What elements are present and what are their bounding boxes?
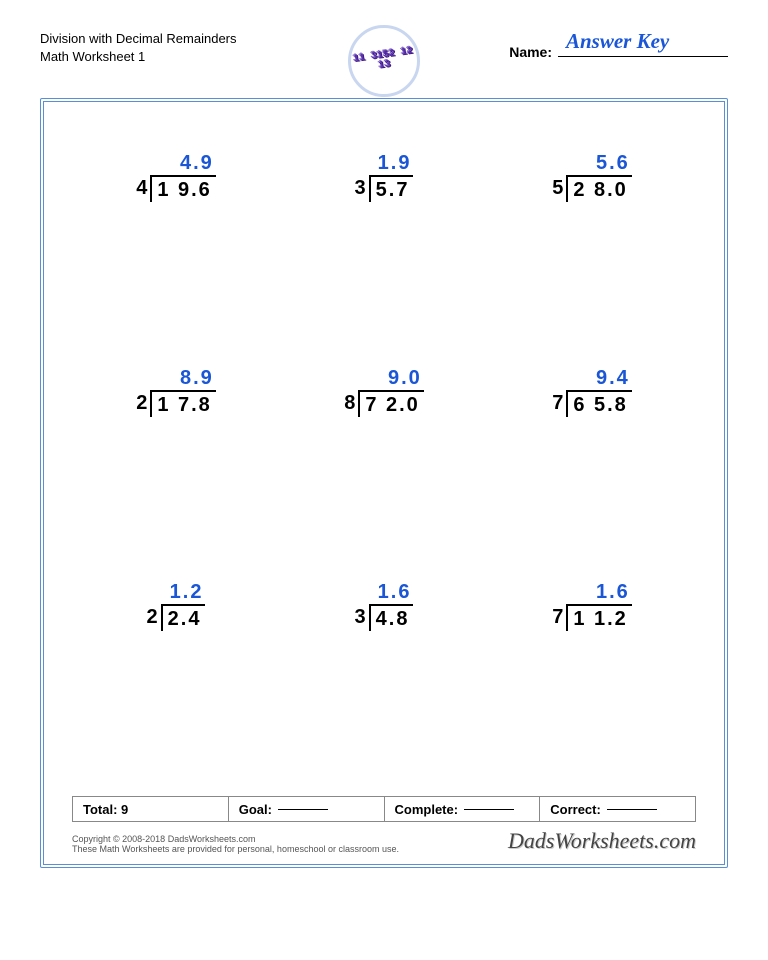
divisor: 4	[136, 175, 150, 202]
total-value: 9	[121, 802, 128, 817]
title-line2: Math Worksheet 1	[40, 48, 320, 66]
complete-label: Complete:	[395, 802, 459, 817]
copyright-line1: Copyright © 2008-2018 DadsWorksheets.com	[72, 834, 399, 844]
score-bar: Total: 9 Goal: Complete: Correct:	[72, 796, 696, 822]
problem-8: 1.6 3 4.8	[355, 581, 414, 631]
dividend: 1 9.6	[150, 175, 215, 202]
divisor: 5	[552, 175, 566, 202]
quotient: 1.9	[355, 152, 414, 175]
divisor: 3	[355, 175, 369, 202]
divisor: 7	[552, 604, 566, 631]
problem-4: 8.9 2 1 7.8	[136, 367, 216, 417]
correct-blank	[607, 809, 657, 810]
problem-5: 9.0 8 7 2.0	[344, 367, 424, 417]
divisor: 7	[552, 390, 566, 417]
dividend: 2.4	[161, 604, 206, 631]
problems-grid: 4.9 4 1 9.6 1.9 3 5.7 5.6 5 2 8.0 8.9 2	[72, 122, 696, 796]
goal-label: Goal:	[239, 802, 272, 817]
total-label: Total:	[83, 802, 117, 817]
brand-logo: DadsWorksheets.com	[508, 828, 696, 854]
problem-6: 9.4 7 6 5.8	[552, 367, 632, 417]
dividend: 1 1.2	[566, 604, 631, 631]
divisor: 2	[136, 390, 150, 417]
header: Division with Decimal Remainders Math Wo…	[40, 30, 728, 90]
logo-icon: 11 3152 12 13	[350, 47, 418, 76]
quotient: 9.0	[344, 367, 424, 390]
quotient: 5.6	[552, 152, 632, 175]
dividend: 4.8	[369, 604, 414, 631]
copyright-line2: These Math Worksheets are provided for p…	[72, 844, 399, 854]
worksheet-title: Division with Decimal Remainders Math Wo…	[40, 30, 320, 66]
problem-1: 4.9 4 1 9.6	[136, 152, 216, 202]
name-label: Name:	[509, 44, 552, 60]
divisor: 8	[344, 390, 358, 417]
problem-9: 1.6 7 1 1.2	[552, 581, 632, 631]
title-line1: Division with Decimal Remainders	[40, 30, 320, 48]
problem-2: 1.9 3 5.7	[355, 152, 414, 202]
total-cell: Total: 9	[73, 797, 229, 821]
dividend: 7 2.0	[358, 390, 423, 417]
name-field: Name: Answer Key	[509, 44, 728, 60]
quotient: 1.2	[147, 581, 206, 604]
quotient: 1.6	[355, 581, 414, 604]
problem-7: 1.2 2 2.4	[147, 581, 206, 631]
quotient: 1.6	[552, 581, 632, 604]
copyright-row: Copyright © 2008-2018 DadsWorksheets.com…	[72, 828, 696, 854]
complete-cell: Complete:	[385, 797, 541, 821]
dividend: 1 7.8	[150, 390, 215, 417]
quotient: 4.9	[136, 152, 216, 175]
correct-label: Correct:	[550, 802, 601, 817]
name-line: Answer Key	[558, 56, 728, 57]
logo-badge: 11 3152 12 13	[348, 25, 420, 97]
goal-blank	[278, 809, 328, 810]
quotient: 8.9	[136, 367, 216, 390]
dividend: 5.7	[369, 175, 414, 202]
answer-key-text: Answer Key	[566, 29, 669, 54]
problem-3: 5.6 5 2 8.0	[552, 152, 632, 202]
divisor: 2	[147, 604, 161, 631]
correct-cell: Correct:	[540, 797, 695, 821]
worksheet-frame: 4.9 4 1 9.6 1.9 3 5.7 5.6 5 2 8.0 8.9 2	[40, 98, 728, 868]
dividend: 2 8.0	[566, 175, 631, 202]
goal-cell: Goal:	[229, 797, 385, 821]
complete-blank	[464, 809, 514, 810]
copyright-text: Copyright © 2008-2018 DadsWorksheets.com…	[72, 834, 399, 854]
dividend: 6 5.8	[566, 390, 631, 417]
divisor: 3	[355, 604, 369, 631]
quotient: 9.4	[552, 367, 632, 390]
